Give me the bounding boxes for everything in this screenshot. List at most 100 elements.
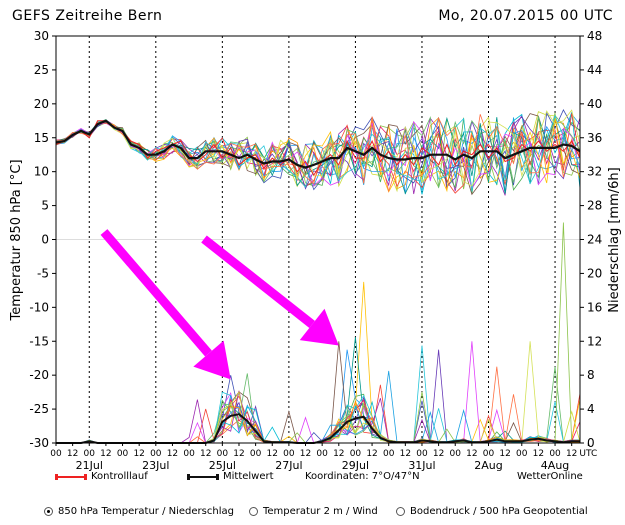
option-label: 850 hPa Temperatur / Niederschlag (58, 506, 234, 517)
legend: Kontrolllauf Mittelwert Koordinaten: 7°O… (55, 471, 600, 487)
grid (56, 36, 580, 443)
x-date-label: 31Jul (408, 459, 435, 472)
legend-item-control: Kontrolllauf (55, 471, 148, 482)
y2-tick-label: 48 (587, 29, 602, 43)
y2-tick-label: 16 (587, 300, 602, 314)
x-hour-label: 00 (316, 449, 328, 459)
x-hour-label: 12 (333, 449, 344, 459)
x-hour-label: 12 (566, 449, 577, 459)
y-tick-label: -10 (29, 300, 49, 314)
legend-label-control: Kontrolllauf (91, 471, 148, 482)
coordinates-text: Koordinaten: 7°O/47°N (305, 471, 420, 482)
x-hour-label: 12 (300, 449, 311, 459)
y-tick-label: -25 (29, 402, 49, 416)
y-tick-label: 5 (41, 199, 49, 213)
brand-text: WetterOnline (517, 471, 583, 482)
x-hour-label: UTC (579, 449, 597, 459)
x-hour-label: 00 (450, 449, 462, 459)
x-hour-label: 00 (117, 449, 129, 459)
x-date-label: 4Aug (541, 459, 569, 472)
ensemble-precipitation-line (56, 341, 581, 444)
x-hour-label: 00 (50, 449, 62, 459)
x-hour-label: 00 (483, 449, 495, 459)
y2-tick-label: 12 (587, 334, 602, 348)
x-hour-label: 00 (250, 449, 262, 459)
y2-tick-label: 28 (587, 199, 602, 213)
x-hour-label: 12 (466, 449, 477, 459)
ensemble-precipitation-line (56, 393, 581, 444)
chart-title: GEFS Zeitreihe Bern (12, 8, 163, 24)
arrow-head (193, 340, 231, 380)
radio-selected-icon[interactable] (44, 507, 53, 516)
radio-icon[interactable] (249, 507, 258, 516)
y-tick-label: -15 (29, 334, 49, 348)
option-label: Bodendruck / 500 hPa Geopotential (410, 506, 588, 517)
ensemble-precipitation-line (56, 349, 581, 444)
x-hour-label: 00 (383, 449, 395, 459)
arrow-shaft (201, 235, 315, 328)
ensemble-temperature-line (55, 114, 581, 188)
annotation-arrow (201, 235, 339, 346)
y2-tick-label: 8 (587, 368, 595, 382)
ensemble-precipitation-line (56, 349, 581, 444)
x-hour-label: 12 (233, 449, 244, 459)
y-tick-label: 20 (34, 97, 49, 111)
chart-type-selector: 850 hPa Temperatur / Niederschlag Temper… (44, 506, 614, 522)
y2-tick-label: 0 (587, 436, 595, 450)
option-bodendruck[interactable]: Bodendruck / 500 hPa Geopotential (396, 506, 588, 517)
x-hour-label: 00 (416, 449, 428, 459)
legend-swatch-mean (187, 473, 219, 480)
y-axis-label: Temperatur 850 hPa [°C] (9, 159, 24, 321)
x-date-label: 27Jul (275, 459, 302, 472)
y2-axis-label: Niederschlag [mm/6h] (607, 167, 622, 312)
y2-tick-label: 40 (587, 97, 602, 111)
ensemble-precipitation-line (56, 390, 581, 444)
option-temperature-2m[interactable]: Temperatur 2 m / Wind (249, 506, 378, 517)
chart-datetime: Mo, 20.07.2015 00 UTC (438, 8, 613, 24)
annotation-arrows (100, 229, 339, 380)
annotation-arrow (100, 229, 231, 380)
x-hour-label: 00 (516, 449, 528, 459)
option-850hpa-temperature[interactable]: 850 hPa Temperatur / Niederschlag (44, 506, 234, 517)
x-date-label: 21Jul (76, 459, 103, 472)
x-hour-label: 12 (100, 449, 111, 459)
ensemble-members (55, 109, 581, 444)
y-tick-label: 0 (41, 233, 49, 247)
arrow-head (299, 308, 339, 346)
y2-tick-label: 20 (587, 266, 602, 280)
y-tick-label: 25 (34, 63, 49, 77)
y-tick-label: -30 (29, 436, 49, 450)
y-tick-label: 10 (34, 165, 49, 179)
ensemble-precipitation-line (56, 281, 581, 444)
y-tick-label: 30 (34, 29, 49, 43)
y2-tick-label: 36 (587, 131, 602, 145)
y2-tick-label: 4 (587, 402, 595, 416)
x-hour-label: 00 (84, 449, 96, 459)
y2-tick-label: 24 (587, 233, 602, 247)
tick-labels: 302520151050-5-10-15-20-25-3048444036322… (29, 29, 602, 472)
y-tick-label: -5 (37, 266, 49, 280)
legend-item-mean: Mittelwert (187, 471, 274, 482)
x-hour-label: 12 (200, 449, 211, 459)
y2-tick-label: 44 (587, 63, 602, 77)
arrow-shaft (100, 229, 212, 357)
x-hour-label: 12 (400, 449, 411, 459)
y2-tick-label: 32 (587, 165, 602, 179)
x-hour-label: 12 (133, 449, 144, 459)
x-hour-label: 00 (183, 449, 195, 459)
x-hour-label: 12 (366, 449, 377, 459)
x-date-label: 2Aug (474, 459, 502, 472)
x-hour-label: 12 (167, 449, 178, 459)
option-label: Temperatur 2 m / Wind (263, 506, 378, 517)
x-hour-label: 00 (150, 449, 162, 459)
x-hour-label: 00 (350, 449, 362, 459)
x-hour-label: 12 (433, 449, 444, 459)
ensemble-temperature-line (55, 113, 581, 196)
legend-label-mean: Mittelwert (223, 471, 274, 482)
x-hour-label: 12 (533, 449, 544, 459)
x-date-label: 29Jul (342, 459, 369, 472)
x-hour-label: 12 (499, 449, 510, 459)
x-date-label: 23Jul (142, 459, 169, 472)
radio-icon[interactable] (396, 507, 405, 516)
